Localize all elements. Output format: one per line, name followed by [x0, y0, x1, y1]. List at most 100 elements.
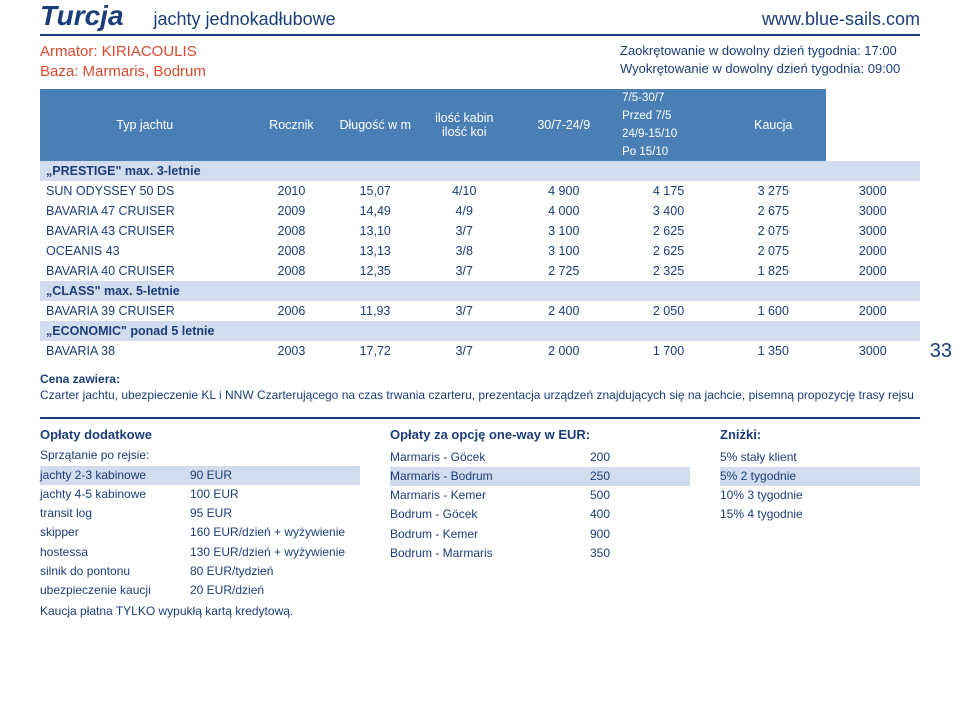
- price-table-wrap: Typ jachtu Rocznik Długość w m ilość kab…: [40, 89, 920, 361]
- cell-year: 2008: [250, 221, 334, 241]
- list-item: 5% 2 tygodnie: [720, 467, 920, 486]
- item-key: silnik do pontonu: [40, 562, 190, 581]
- th-typ: Typ jachtu: [40, 89, 250, 161]
- th-kabin: ilość kabin ilość koi: [417, 89, 511, 161]
- item-key: transit log: [40, 504, 190, 523]
- baza-label: Baza: Marmaris, Bodrum: [40, 62, 380, 82]
- item-value: [850, 448, 920, 467]
- list-item: jachty 4-5 kabinowe100 EUR: [40, 485, 360, 504]
- cell-k: 2000: [826, 241, 920, 261]
- page-subtitle: jachty jednokadłubowe: [154, 9, 762, 30]
- cell-year: 2006: [250, 301, 334, 321]
- cell-p2: 2 625: [616, 241, 721, 261]
- list-item: Bodrum - Göcek400: [390, 505, 690, 524]
- cell-p2: 4 175: [616, 181, 721, 201]
- item-value: 400: [590, 505, 690, 524]
- cell-year: 2010: [250, 181, 334, 201]
- item-value: 130 EUR/dzień + wyżywienie: [190, 543, 360, 562]
- item-value: 20 EUR/dzień: [190, 581, 360, 600]
- sub-header: Armator: KIRIACOULIS Baza: Marmaris, Bod…: [0, 42, 960, 83]
- item-value: [850, 467, 920, 486]
- list-item: skipper160 EUR/dzień + wyżywienie: [40, 523, 360, 542]
- item-key: hostessa: [40, 543, 190, 562]
- list-item: Marmaris - Kemer500: [390, 486, 690, 505]
- page-url: www.blue-sails.com: [762, 9, 920, 30]
- item-value: [850, 486, 920, 505]
- item-value: 250: [590, 467, 690, 486]
- cell-year: 2003: [250, 341, 334, 361]
- cell-year: 2008: [250, 261, 334, 281]
- th-period1: 30/7-24/9: [511, 89, 616, 161]
- cell-p3: 2 075: [721, 241, 826, 261]
- divider-2: [40, 417, 920, 419]
- page-title: Turcja: [40, 0, 124, 32]
- cell-p1: 4 000: [511, 201, 616, 221]
- cell-p3: 1 350: [721, 341, 826, 361]
- item-key: Marmaris - Göcek: [390, 448, 590, 467]
- cell-p2: 1 700: [616, 341, 721, 361]
- table-row: BAVARIA 38200317,723/72 0001 7001 350300…: [40, 341, 920, 361]
- item-key: Marmaris - Kemer: [390, 486, 590, 505]
- divider: [40, 34, 920, 36]
- cell-cabin: 3/7: [417, 301, 511, 321]
- cell-p1: 4 900: [511, 181, 616, 201]
- list-item: ubezpieczenie kaucji20 EUR/dzień: [40, 581, 360, 600]
- section-header: „CLASS" max. 5-letnie: [40, 281, 920, 301]
- price-includes: Cena zawiera: Czarter jachtu, ubezpiecze…: [40, 371, 920, 403]
- item-key: 10% 3 tygodnie: [720, 486, 850, 505]
- cell-year: 2009: [250, 201, 334, 221]
- item-value: 160 EUR/dzień + wyżywienie: [190, 523, 360, 542]
- item-key: 5% 2 tygodnie: [720, 467, 850, 486]
- discounts-col: Zniżki: 5% stały klient5% 2 tygodnie10% …: [720, 427, 920, 600]
- cell-len: 12,35: [333, 261, 417, 281]
- cell-len: 13,13: [333, 241, 417, 261]
- cell-len: 13,10: [333, 221, 417, 241]
- cell-k: 3000: [826, 201, 920, 221]
- th-kaucja: Kaucja: [721, 89, 826, 161]
- list-item: 5% stały klient: [720, 448, 920, 467]
- armator-label: Armator: KIRIACOULIS: [40, 42, 380, 62]
- cell-k: 3000: [826, 221, 920, 241]
- item-key: ubezpieczenie kaucji: [40, 581, 190, 600]
- cell-p3: 1 825: [721, 261, 826, 281]
- th-period3a: Przed 7/5: [616, 107, 721, 125]
- cell-p3: 1 600: [721, 301, 826, 321]
- list-item: hostessa130 EUR/dzień + wyżywienie: [40, 543, 360, 562]
- price-includes-text: Czarter jachtu, ubezpieczenie KL i NNW C…: [40, 388, 914, 402]
- table-row: BAVARIA 39 CRUISER200611,933/72 4002 050…: [40, 301, 920, 321]
- bottom-columns: Opłaty dodatkowe Sprzątanie po rejsie: j…: [0, 427, 960, 600]
- cell-p3: 3 275: [721, 181, 826, 201]
- checkin-info: Zaokrętowanie w dowolny dzień tygodnia: …: [620, 42, 920, 60]
- table-body: „PRESTIGE" max. 3-letnieSUN ODYSSEY 50 D…: [40, 161, 920, 361]
- extra-fees-heading: Opłaty dodatkowe: [40, 427, 360, 442]
- item-value: 80 EUR/tydzień: [190, 562, 360, 581]
- item-value: 100 EUR: [190, 485, 360, 504]
- cell-cabin: 4/9: [417, 201, 511, 221]
- cell-p1: 2 000: [511, 341, 616, 361]
- table-row: OCEANIS 43200813,133/83 1002 6252 075200…: [40, 241, 920, 261]
- cell-k: 3000: [826, 181, 920, 201]
- cell-len: 17,72: [333, 341, 417, 361]
- list-item: Marmaris - Bodrum250: [390, 467, 690, 486]
- item-value: 200: [590, 448, 690, 467]
- footer-note: Kaucja płatna TYLKO wypukłą kartą kredyt…: [40, 604, 920, 618]
- th-rocznik: Rocznik: [250, 89, 334, 161]
- item-value: 900: [590, 525, 690, 544]
- cell-cabin: 3/7: [417, 341, 511, 361]
- list-item: silnik do pontonu80 EUR/tydzień: [40, 562, 360, 581]
- item-value: [850, 505, 920, 524]
- discounts-heading: Zniżki:: [720, 427, 920, 442]
- cell-p2: 2 325: [616, 261, 721, 281]
- cell-name: BAVARIA 47 CRUISER: [40, 201, 250, 221]
- cell-name: BAVARIA 38: [40, 341, 250, 361]
- table-row: SUN ODYSSEY 50 DS201015,074/104 9004 175…: [40, 181, 920, 201]
- item-key: Bodrum - Göcek: [390, 505, 590, 524]
- cleaning-subheading: Sprzątanie po rejsie:: [40, 448, 360, 462]
- th-period3b: Po 15/10: [616, 143, 721, 161]
- cell-p3: 2 075: [721, 221, 826, 241]
- cell-name: SUN ODYSSEY 50 DS: [40, 181, 250, 201]
- page-number: 33: [930, 340, 952, 363]
- table-row: BAVARIA 40 CRUISER200812,353/72 7252 325…: [40, 261, 920, 281]
- cell-cabin: 4/10: [417, 181, 511, 201]
- item-key: Bodrum - Marmaris: [390, 544, 590, 563]
